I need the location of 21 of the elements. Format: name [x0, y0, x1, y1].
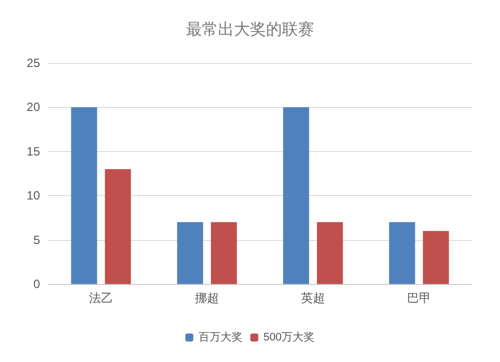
x-tick-label: 巴甲	[407, 291, 431, 305]
bar	[210, 222, 237, 284]
x-tick-label: 英超	[301, 291, 325, 305]
y-tick-label: 5	[33, 232, 40, 247]
x-tick-label: 法乙	[89, 291, 113, 305]
y-tick-label: 20	[26, 100, 40, 114]
x-tick-label: 挪超	[195, 291, 219, 305]
bar	[71, 107, 98, 284]
bar	[104, 169, 131, 284]
bar	[422, 230, 449, 284]
bar	[389, 222, 416, 284]
bar	[283, 107, 310, 284]
bar	[316, 222, 343, 284]
y-tick-label: 0	[33, 277, 40, 291]
y-tick-label: 25	[26, 56, 40, 70]
bar	[177, 222, 204, 284]
y-tick-label: 10	[26, 188, 40, 203]
chart-title: 最常出大奖的联赛	[186, 20, 314, 38]
legend-label: 百万大奖	[198, 330, 242, 344]
y-tick-label: 15	[26, 144, 40, 158]
legend-label: 500万大奖	[263, 330, 315, 344]
